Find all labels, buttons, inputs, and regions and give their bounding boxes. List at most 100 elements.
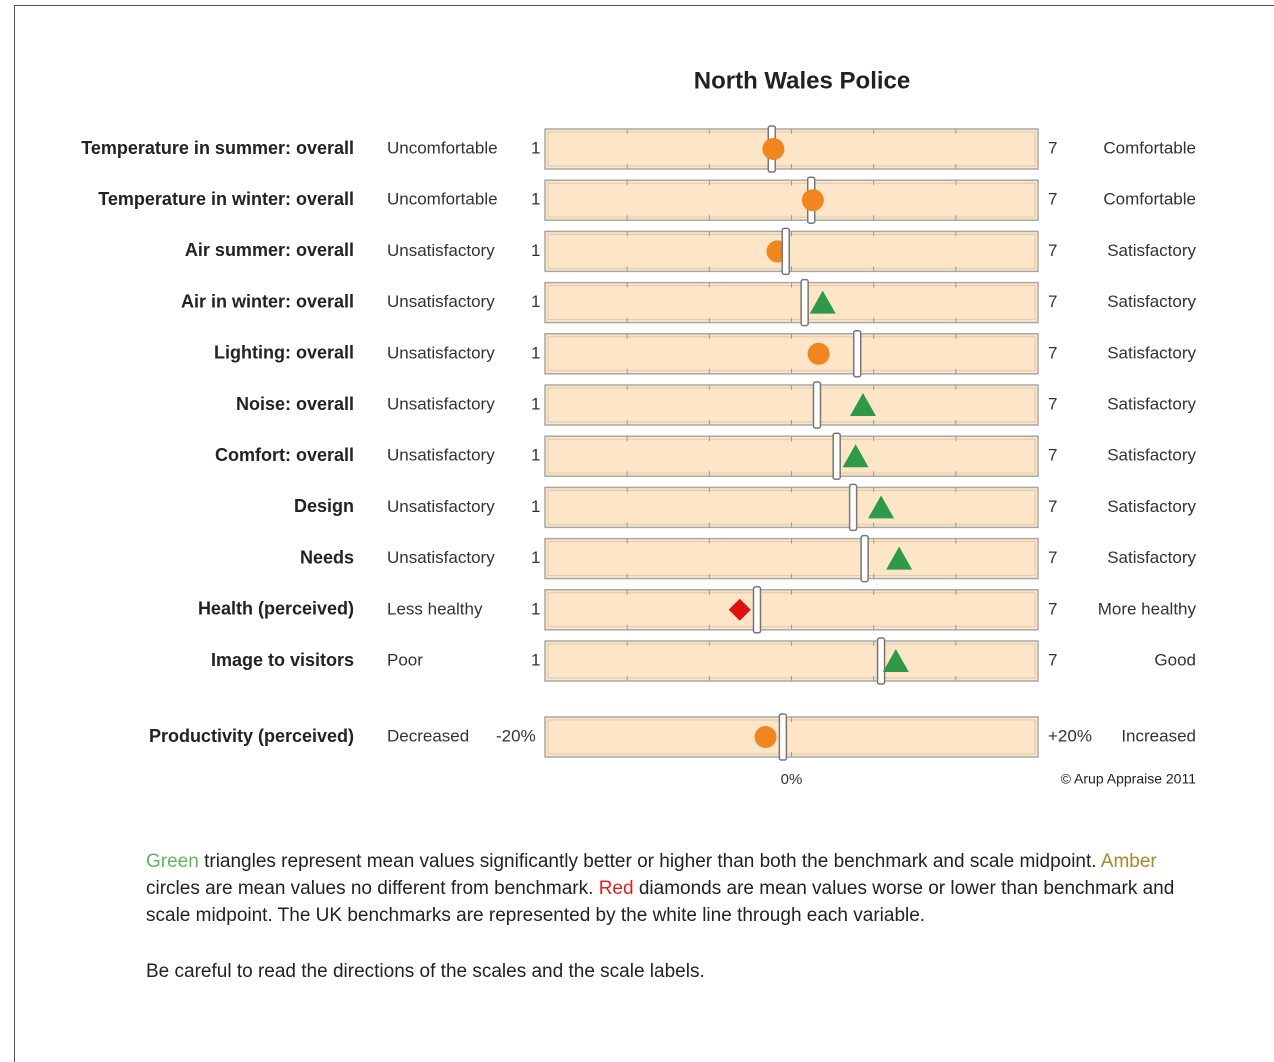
high-anchor: Satisfactory	[1107, 394, 1196, 413]
low-anchor: Unsatisfactory	[387, 241, 495, 260]
note-text: Green	[146, 851, 199, 872]
row-label: Temperature in winter: overall	[98, 189, 354, 209]
note-text: Red	[598, 878, 634, 899]
scale-bar	[544, 333, 1039, 375]
scale-min: 1	[531, 241, 540, 260]
high-anchor: Satisfactory	[1107, 241, 1196, 260]
scale-max: 7	[1048, 138, 1057, 157]
high-anchor: More healthy	[1098, 599, 1197, 618]
copyright: © Arup Appraise 2011	[1061, 771, 1197, 787]
low-anchor: Poor	[387, 650, 423, 669]
high-anchor: Increased	[1121, 726, 1196, 745]
note-paragraph: Be careful to read the directions of the…	[146, 958, 1206, 985]
row-label: Needs	[300, 547, 354, 567]
high-anchor: Satisfactory	[1107, 548, 1196, 567]
note-paragraph: Green triangles represent mean values si…	[146, 848, 1206, 929]
note-text: diamonds are mean values worse or lower …	[146, 878, 1175, 926]
high-anchor: Satisfactory	[1107, 446, 1196, 465]
row-label: Comfort: overall	[215, 445, 354, 465]
scale-max: 7	[1048, 292, 1057, 311]
row-label: Design	[294, 496, 354, 516]
x-tick-label: 0%	[781, 771, 803, 788]
low-anchor: Unsatisfactory	[387, 446, 495, 465]
scale-bar	[544, 435, 1039, 477]
benchmark	[752, 586, 762, 634]
benchmark	[852, 330, 862, 378]
scale-min: 1	[531, 650, 540, 669]
high-anchor: Comfortable	[1103, 138, 1196, 157]
note-text: Be careful to read the directions of the…	[146, 961, 705, 982]
low-anchor: Unsatisfactory	[387, 343, 495, 362]
benchmark	[860, 534, 869, 583]
low-anchor: Unsatisfactory	[387, 497, 495, 516]
note-text: triangles represent mean values signific…	[198, 851, 1101, 872]
note-text: Amber	[1100, 851, 1157, 872]
benchmark	[778, 713, 788, 761]
low-anchor: Uncomfortable	[387, 190, 498, 209]
low-anchor: Uncomfortable	[387, 138, 498, 157]
scale-max: 7	[1048, 241, 1057, 260]
scale-max: +20%	[1048, 726, 1092, 745]
row-label: Productivity (perceived)	[149, 726, 354, 746]
mean-marker	[868, 495, 895, 519]
low-anchor: Unsatisfactory	[387, 292, 495, 311]
benchmark	[800, 278, 809, 327]
high-anchor: Satisfactory	[1107, 292, 1196, 311]
scale-min: 1	[531, 343, 540, 362]
mean-marker	[807, 342, 830, 365]
scale-min: -20%	[496, 726, 536, 745]
row-label: Lighting: overall	[214, 343, 354, 363]
scale-min: 1	[531, 446, 540, 465]
note-text: circles are mean values no different fro…	[146, 878, 599, 899]
scale-bar	[544, 537, 1039, 580]
row-label: Health (perceived)	[198, 599, 354, 619]
mean-marker	[809, 290, 836, 314]
high-anchor: Satisfactory	[1107, 343, 1196, 362]
scale-max: 7	[1048, 394, 1057, 413]
low-anchor: Decreased	[387, 726, 469, 745]
scale-bar	[544, 128, 1039, 170]
scale-bar	[544, 179, 1039, 221]
mean-marker	[754, 726, 777, 748]
low-anchor: Less healthy	[387, 599, 483, 618]
benchmark	[781, 227, 790, 276]
scale-min: 1	[531, 599, 540, 618]
scale-max: 7	[1048, 446, 1057, 465]
scale-bar	[544, 230, 1039, 273]
high-anchor: Comfortable	[1103, 190, 1196, 209]
mean-marker	[882, 649, 909, 672]
low-anchor: Unsatisfactory	[387, 548, 495, 567]
scale-min: 1	[531, 190, 540, 209]
scale-max: 7	[1048, 548, 1057, 567]
chart-title: North Wales Police	[694, 67, 911, 94]
scale-min: 1	[531, 292, 540, 311]
row-label: Noise: overall	[236, 394, 354, 414]
scale-max: 7	[1048, 650, 1057, 669]
scale-min: 1	[531, 497, 540, 516]
mean-marker	[762, 138, 785, 160]
mean-marker	[886, 546, 913, 570]
scale-max: 7	[1048, 599, 1057, 618]
mean-marker	[801, 189, 824, 212]
benchmark	[848, 483, 858, 532]
scale-min: 1	[531, 394, 540, 413]
benchmark	[832, 432, 841, 480]
benchmark	[812, 381, 822, 429]
mean-marker	[842, 444, 869, 468]
high-anchor: Good	[1154, 650, 1196, 669]
scale-max: 7	[1048, 190, 1057, 209]
low-anchor: Unsatisfactory	[387, 394, 495, 413]
scale-min: 1	[531, 548, 540, 567]
row-label: Air summer: overall	[185, 240, 354, 260]
scale-bar	[544, 716, 1039, 758]
scale-max: 7	[1048, 497, 1057, 516]
mean-marker	[728, 598, 751, 621]
row-label: Temperature in summer: overall	[81, 138, 354, 158]
mean-marker	[849, 393, 876, 416]
benchmark	[876, 637, 886, 685]
frame	[14, 5, 1274, 1062]
scale-bar	[544, 384, 1039, 426]
row-label: Image to visitors	[211, 650, 354, 670]
